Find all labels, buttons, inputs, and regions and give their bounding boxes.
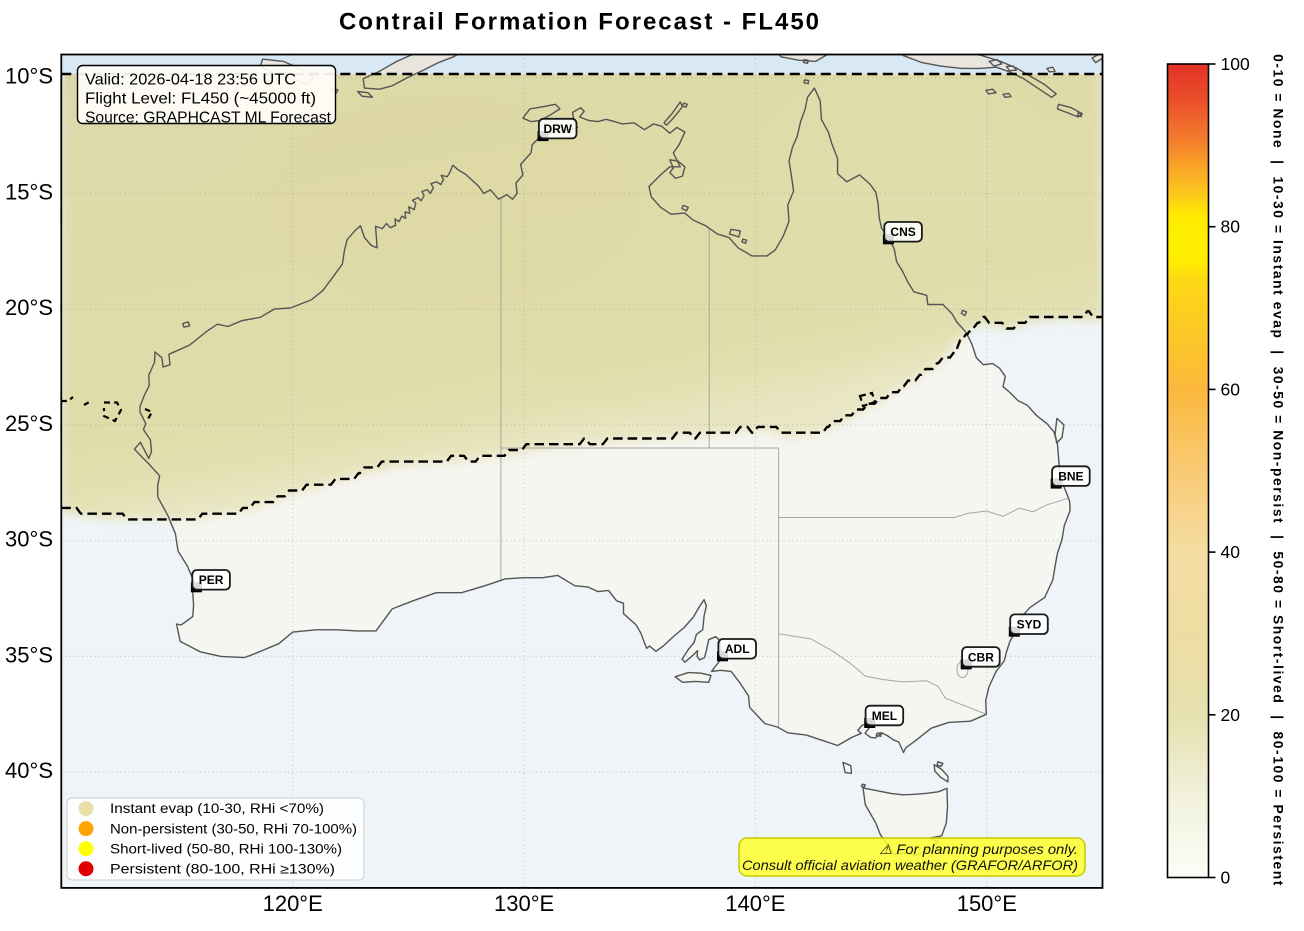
svg-text:100: 100 bbox=[1221, 54, 1250, 74]
svg-text:CNS: CNS bbox=[890, 225, 915, 239]
svg-text:⚠ For planning purposes only.: ⚠ For planning purposes only. bbox=[879, 842, 1078, 857]
svg-text:10°S: 10°S bbox=[5, 64, 53, 89]
svg-text:CBR: CBR bbox=[968, 650, 994, 664]
svg-text:Source: GRAPHCAST ML Forecast: Source: GRAPHCAST ML Forecast bbox=[85, 110, 332, 127]
svg-text:60: 60 bbox=[1221, 379, 1241, 399]
svg-text:Consult official aviation weat: Consult official aviation weather (GRAFO… bbox=[742, 858, 1078, 873]
svg-text:Short-lived (50-80, RHi 100-13: Short-lived (50-80, RHi 100-130%) bbox=[110, 841, 342, 856]
svg-text:20: 20 bbox=[1221, 705, 1241, 725]
svg-text:25°S: 25°S bbox=[5, 411, 53, 436]
svg-text:130°E: 130°E bbox=[494, 891, 554, 916]
svg-text:PER: PER bbox=[199, 573, 224, 587]
svg-text:Instant evap (10-30, RHi <70%): Instant evap (10-30, RHi <70%) bbox=[110, 801, 324, 816]
svg-text:150°E: 150°E bbox=[957, 891, 1017, 916]
svg-text:140°E: 140°E bbox=[725, 891, 785, 916]
svg-text:0: 0 bbox=[1221, 868, 1231, 888]
svg-text:Non-persistent (30-50, RHi 70-: Non-persistent (30-50, RHi 70-100%) bbox=[110, 821, 357, 836]
svg-text:MEL: MEL bbox=[872, 709, 897, 723]
svg-text:15°S: 15°S bbox=[5, 179, 53, 204]
svg-text:20°S: 20°S bbox=[5, 295, 53, 320]
svg-text:80: 80 bbox=[1221, 217, 1241, 237]
svg-text:SYD: SYD bbox=[1017, 618, 1042, 632]
svg-text:ADL: ADL bbox=[725, 642, 750, 656]
svg-text:BNE: BNE bbox=[1058, 470, 1083, 484]
svg-text:40°S: 40°S bbox=[5, 758, 53, 783]
svg-text:Contrail Formation Forecast -: Contrail Formation Forecast - FL450 bbox=[339, 9, 821, 36]
svg-text:Flight Level: FL450 (~45000 ft: Flight Level: FL450 (~45000 ft) bbox=[85, 91, 316, 108]
svg-text:DRW: DRW bbox=[543, 122, 572, 136]
svg-text:35°S: 35°S bbox=[5, 642, 53, 667]
svg-text:Persistent (80-100, RHi ≥130%): Persistent (80-100, RHi ≥130%) bbox=[110, 861, 335, 876]
svg-text:120°E: 120°E bbox=[263, 891, 323, 916]
svg-text:0-10 = None | 10-30 = Instan: 0-10 = None | 10-30 = Instant evap | 30-… bbox=[1271, 54, 1286, 887]
svg-text:Valid: 2026-04-18 23:56 UTC: Valid: 2026-04-18 23:56 UTC bbox=[85, 72, 296, 89]
svg-text:40: 40 bbox=[1221, 542, 1241, 562]
svg-text:30°S: 30°S bbox=[5, 527, 53, 552]
